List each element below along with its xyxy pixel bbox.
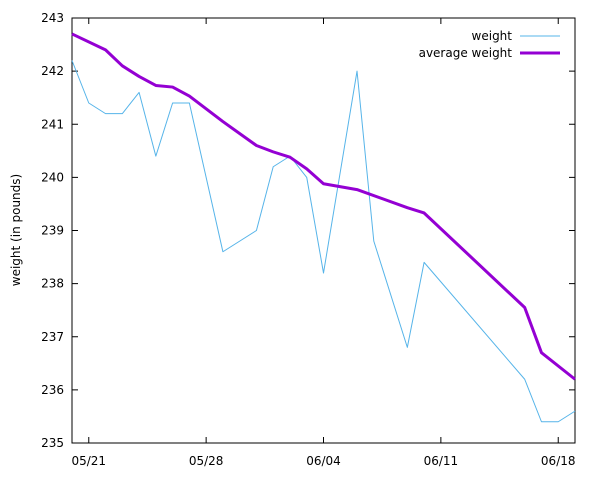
y-tick-label: 237 xyxy=(41,330,64,344)
legend-label-average-weight: average weight xyxy=(419,46,513,60)
x-tick-label: 05/28 xyxy=(189,454,224,468)
legend-label-weight: weight xyxy=(472,29,513,43)
x-tick-label: 06/11 xyxy=(424,454,459,468)
y-tick-label: 242 xyxy=(41,64,64,78)
x-tick-label: 06/04 xyxy=(306,454,341,468)
x-tick-label: 05/21 xyxy=(71,454,106,468)
series-layer xyxy=(71,32,576,423)
y-tick-label: 235 xyxy=(41,436,64,450)
y-tick-label: 243 xyxy=(41,11,64,25)
y-axis-label: weight (in pounds) xyxy=(9,174,23,286)
legend: weight average weight xyxy=(419,29,560,60)
series-line-average-weight xyxy=(71,32,576,381)
series-line-weight xyxy=(71,60,576,423)
y-tick-label: 239 xyxy=(41,224,64,238)
y-tick-label: 236 xyxy=(41,383,64,397)
tick-layer: 235 236 237 238 239 240 241 242 243 05/21 05/28 06/… xyxy=(41,11,575,468)
plot-frame xyxy=(71,17,576,444)
y-tick-label: 238 xyxy=(41,277,64,291)
x-tick-label: 06/18 xyxy=(541,454,576,468)
y-tick-label: 241 xyxy=(41,117,64,131)
y-tick-label: 240 xyxy=(41,170,64,184)
